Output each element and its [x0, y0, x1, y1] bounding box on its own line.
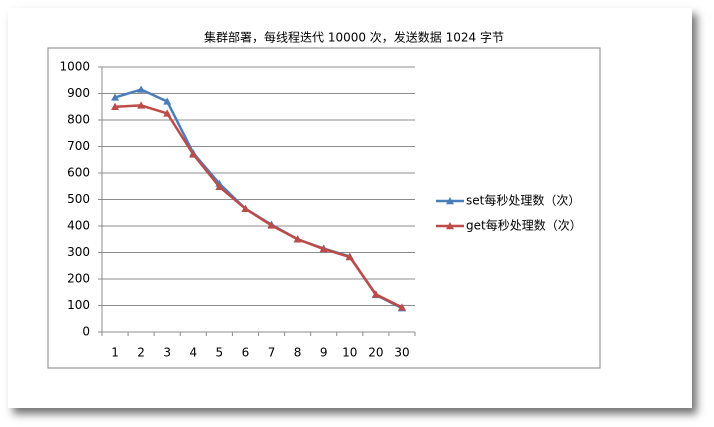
legend-label: get每秒处理数（次） [466, 218, 582, 233]
marker [111, 93, 120, 101]
marker [111, 102, 120, 110]
x-tick-label: 8 [294, 346, 302, 360]
marker [137, 101, 146, 109]
marker [241, 204, 250, 212]
legend-marker [446, 222, 454, 230]
y-tick-label: 700 [67, 139, 90, 153]
marker [189, 150, 198, 158]
y-tick-label: 900 [67, 86, 90, 100]
marker [163, 109, 172, 117]
y-tick-label: 600 [67, 166, 90, 180]
marker [397, 303, 406, 311]
marker [163, 97, 172, 105]
marker [215, 182, 224, 190]
x-tick-label: 7 [268, 346, 276, 360]
marker [345, 253, 354, 261]
x-tick-label: 30 [394, 346, 409, 360]
y-tick-label: 500 [67, 192, 90, 206]
marker [267, 221, 276, 229]
legend-marker [446, 197, 454, 205]
y-tick-label: 1000 [59, 60, 90, 74]
x-tick-label: 4 [189, 346, 197, 360]
y-tick-label: 400 [67, 219, 90, 233]
x-tick-label: 9 [320, 346, 328, 360]
x-tick-label: 2 [137, 346, 145, 360]
marker [371, 290, 380, 298]
marker [137, 85, 146, 93]
marker [319, 245, 328, 253]
y-tick-label: 800 [67, 113, 90, 127]
x-tick-label: 5 [216, 346, 224, 360]
x-tick-label: 3 [163, 346, 171, 360]
y-tick-label: 300 [67, 245, 90, 259]
y-tick-label: 0 [82, 325, 90, 339]
marker [293, 235, 302, 243]
y-tick-label: 200 [67, 272, 90, 286]
chart-frame [47, 47, 601, 369]
y-tick-label: 100 [67, 298, 90, 312]
chart-title: 集群部署，每线程迭代 10000 次，发送数据 1024 字节 [204, 30, 504, 45]
x-tick-label: 10 [342, 346, 357, 360]
legend-label: set每秒处理数（次） [466, 193, 580, 208]
x-tick-label: 6 [242, 346, 250, 360]
series-line [114, 104, 403, 309]
x-tick-label: 1 [111, 346, 119, 360]
x-tick-label: 20 [368, 346, 383, 360]
